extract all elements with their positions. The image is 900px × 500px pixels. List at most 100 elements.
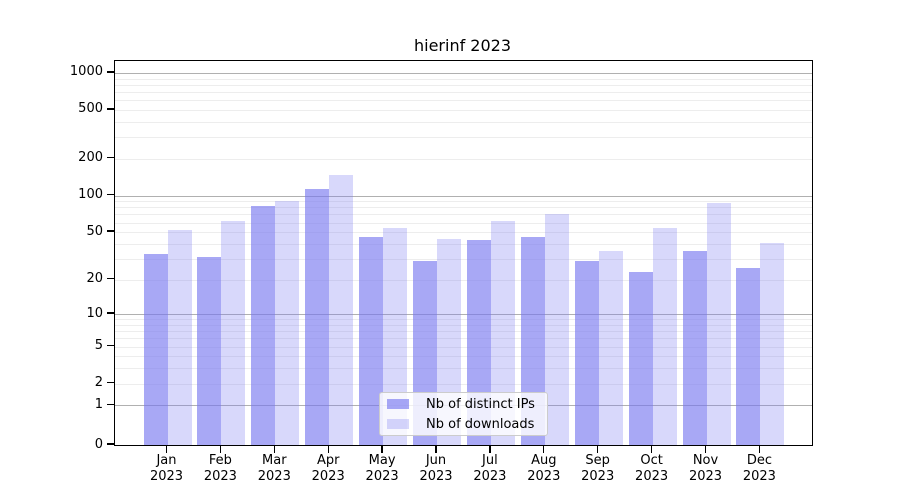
x-tick-label-jun: Jun 2023 [419,453,453,484]
bar-ips-nov [682,250,707,445]
minor-gridline-80 [115,207,812,209]
bar-downloads-dec [760,242,785,445]
y-tick-0 [107,443,114,445]
minor-gridline-90 [115,201,812,203]
x-tick-feb [219,445,222,453]
x-tick-label-apr: Apr 2023 [311,453,345,484]
y-tick-1 [107,403,114,405]
minor-gridline-7 [115,331,812,333]
bar-downloads-jan [167,230,192,445]
minor-gridline-3 [115,368,812,370]
y-tick-20 [107,277,114,280]
major-gridline-100 [115,195,812,197]
bar-ips-jan [143,253,168,445]
y-tick-label-0: 0 [94,436,103,452]
y-tick-label-20: 20 [86,271,103,286]
y-tick-100 [107,193,114,196]
minor-gridline-300 [115,137,812,139]
legend-swatch-downloads [387,419,409,429]
minor-gridline-500 [115,109,812,111]
legend-item-downloads: Nb of downloads [386,416,541,433]
bar-downloads-mar [275,200,300,445]
legend-swatch-distinct-ips [387,399,409,409]
minor-gridline-60 [115,222,812,224]
y-tick-label-500: 500 [78,101,103,117]
y-tick-50 [107,230,114,232]
x-tick-label-aug: Aug 2023 [527,453,561,484]
bar-ips-dec [736,268,761,445]
minor-gridline-20 [115,279,812,281]
bar-downloads-nov [706,202,731,445]
y-tick-1000 [107,71,114,73]
legend-label-distinct-ips: Nb of distinct IPs [426,396,535,412]
minor-gridline-900 [115,78,812,80]
minor-gridline-5 [115,346,812,348]
bar-ips-apr [305,188,330,445]
minor-gridline-4 [115,356,812,358]
y-tick-label-1: 1 [94,396,103,412]
legend-item-distinct-ips: Nb of distinct IPs [386,396,541,413]
y-tick-label-2: 2 [94,375,103,391]
x-tick-label-jul: Jul 2023 [473,453,507,484]
x-tick-may [381,445,383,453]
x-tick-label-mar: Mar 2023 [257,453,291,484]
plot-area [114,60,813,446]
minor-gridline-9 [115,319,812,321]
minor-gridline-200 [115,158,812,160]
legend: Nb of distinct IPs Nb of downloads [379,392,548,436]
minor-gridline-70 [115,214,812,216]
y-tick-label-5: 5 [94,338,103,353]
bar-downloads-apr [329,175,354,445]
major-gridline-1000 [115,72,812,74]
x-tick-dec [758,445,761,453]
minor-gridline-40 [115,243,812,245]
x-tick-jul [489,445,491,453]
x-tick-jun [435,445,437,453]
minor-gridline-6 [115,338,812,340]
x-tick-oct [650,445,653,453]
major-gridline-10 [115,314,812,316]
y-tick-2 [107,381,114,384]
minor-gridline-50 [115,232,812,234]
bar-ips-oct [628,272,653,445]
x-tick-label-feb: Feb 2023 [203,453,237,484]
x-tick-aug [543,445,545,453]
minor-gridline-30 [115,258,812,260]
y-tick-label-50: 50 [86,223,103,239]
x-tick-sep [597,445,599,453]
bar-ips-mar [251,206,276,445]
y-tick-label-100: 100 [78,187,103,203]
bar-downloads-feb [221,220,246,445]
bar-downloads-oct [652,228,677,445]
x-tick-jan [165,445,168,453]
minor-gridline-2 [115,383,812,385]
y-tick-10 [107,312,114,314]
x-tick-label-oct: Oct 2023 [635,453,669,484]
x-tick-mar [273,445,275,453]
chart-title: hierinf 2023 [413,36,512,55]
minor-gridline-8 [115,324,812,326]
minor-gridline-800 [115,84,812,86]
x-tick-label-sep: Sep 2023 [581,453,615,484]
bar-ips-sep [574,260,599,445]
x-tick-nov [704,445,707,453]
bar-downloads-sep [598,250,623,445]
y-tick-200 [107,157,114,159]
bar-downloads-aug [544,214,569,445]
x-tick-label-dec: Dec 2023 [742,453,776,484]
y-tick-label-1000: 1000 [69,64,103,80]
x-tick-label-may: May 2023 [365,453,399,484]
y-tick-label-200: 200 [78,150,103,166]
x-tick-label-nov: Nov 2023 [688,453,723,484]
y-tick-label-10: 10 [86,305,103,321]
minor-gridline-400 [115,121,812,123]
y-tick-5 [107,344,114,347]
minor-gridline-600 [115,100,812,102]
legend-label-downloads: Nb of downloads [426,416,535,432]
bar-ips-feb [197,257,222,445]
y-tick-500 [107,108,114,110]
x-tick-apr [327,445,329,453]
minor-gridline-700 [115,92,812,93]
x-tick-label-jan: Jan 2023 [149,453,184,484]
